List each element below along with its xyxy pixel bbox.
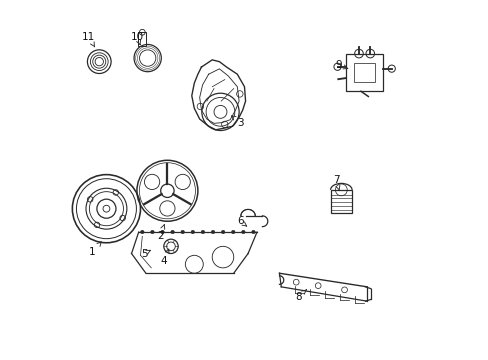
Circle shape <box>140 230 144 234</box>
Text: 2: 2 <box>157 225 164 240</box>
Circle shape <box>221 230 224 234</box>
Circle shape <box>150 230 154 234</box>
Bar <box>330 190 351 213</box>
Text: 4: 4 <box>160 249 169 266</box>
Text: 5: 5 <box>141 248 150 258</box>
Circle shape <box>251 230 255 234</box>
Bar <box>138 32 146 46</box>
Circle shape <box>161 230 164 234</box>
Text: 6: 6 <box>236 216 246 226</box>
Bar <box>353 63 374 82</box>
Text: 10: 10 <box>130 32 143 45</box>
Text: 11: 11 <box>81 32 95 47</box>
Text: 1: 1 <box>89 242 101 257</box>
Text: 8: 8 <box>294 290 306 302</box>
Text: 3: 3 <box>231 116 244 128</box>
Circle shape <box>144 174 160 189</box>
Circle shape <box>181 230 184 234</box>
Circle shape <box>241 230 244 234</box>
Circle shape <box>170 230 174 234</box>
Circle shape <box>191 230 194 234</box>
Circle shape <box>201 230 204 234</box>
Circle shape <box>160 201 175 216</box>
Circle shape <box>231 230 235 234</box>
Circle shape <box>175 174 190 189</box>
Text: 9: 9 <box>335 60 347 70</box>
Bar <box>345 54 383 91</box>
Circle shape <box>211 230 214 234</box>
Text: 7: 7 <box>332 175 339 190</box>
